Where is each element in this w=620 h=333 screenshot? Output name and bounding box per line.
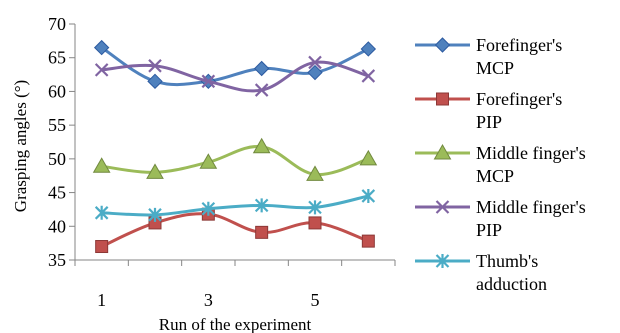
data-point [255,225,269,239]
legend-label: Thumb's [476,251,538,271]
data-point [93,39,110,56]
legend-entry: Thumb's adduction [415,251,547,294]
data-point [360,41,377,57]
legend-label: Forefinger's [476,35,562,55]
series-4 [94,55,376,97]
legend-label: Forefinger's [476,89,562,109]
data-point [147,73,163,90]
data-point [94,63,109,77]
legend-label: MCP [476,166,514,186]
data-point [253,60,270,77]
data-point [252,137,271,154]
x-axis-title: Run of the experiment [159,315,312,333]
data-point [95,240,109,254]
legend-marker [435,254,450,268]
series-line [101,145,369,176]
data-point [94,205,109,220]
data-point [308,216,322,230]
data-point [148,207,162,222]
data-point [254,198,269,213]
x-tick-label: 3 [204,290,213,310]
data-point [308,55,322,70]
y-tick-label: 35 [48,250,66,270]
x-tick-label: 1 [97,290,106,310]
legend-marker [435,200,450,214]
data-point [148,59,162,73]
data-point [146,163,164,179]
legend-marker [436,92,449,106]
series-line [101,194,369,217]
y-axis-title: Grasping angles (°) [11,80,30,212]
series-layer [92,39,378,254]
legend-entry: Middle finger's MCP [415,143,586,186]
legend-label: PIP [476,220,502,240]
legend-label: adduction [476,274,547,294]
data-point [307,64,323,81]
data-point [361,69,376,83]
series-3 [92,137,378,181]
legend-marker [434,37,451,53]
y-tick-label: 65 [48,48,66,68]
data-point [361,234,375,248]
y-tick-label: 50 [48,149,66,169]
legend-entry: Forefinger's MCP [415,35,562,78]
y-tick-label: 40 [48,216,66,236]
y-tick-label: 55 [48,115,66,135]
legend-entry: Forefinger's PIP [415,89,562,132]
data-point [359,149,378,166]
data-point [361,188,376,203]
series-line [101,60,369,93]
y-tick-label: 60 [48,81,66,101]
legend-label: Middle finger's [476,197,586,217]
series-line [101,212,369,248]
legend-label: MCP [476,58,514,78]
y-tick-label: 70 [48,14,66,34]
x-tick-label: 5 [311,290,320,310]
legend-entry: Middle finger's PIP [415,197,586,240]
data-point [254,83,269,97]
legend-label: PIP [476,112,502,132]
data-point [201,74,216,89]
series-5 [94,188,376,222]
data-point [201,201,216,216]
data-point [306,165,324,181]
legend-marker [433,143,452,160]
data-point [92,157,111,173]
y-tick-label: 45 [48,183,66,203]
legend-label: Middle finger's [476,143,586,163]
data-point [308,200,322,215]
data-point [199,153,218,169]
